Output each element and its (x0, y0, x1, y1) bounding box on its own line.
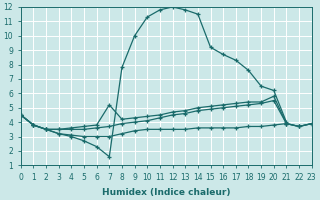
X-axis label: Humidex (Indice chaleur): Humidex (Indice chaleur) (102, 188, 230, 197)
